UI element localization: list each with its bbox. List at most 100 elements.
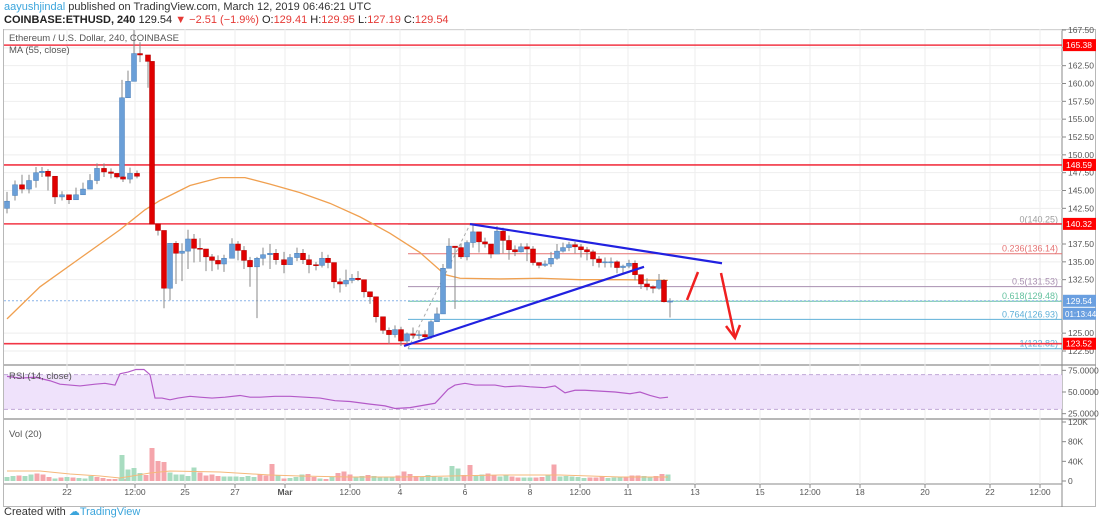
candle-up [260, 254, 266, 259]
candle-down [337, 281, 343, 285]
candle-up [39, 170, 45, 173]
candle-up [608, 261, 614, 264]
volume-bar [395, 475, 401, 481]
candle-down [572, 244, 578, 248]
time-tick-label: 4 [398, 487, 403, 497]
volume-bar [275, 475, 281, 481]
candle-down [650, 286, 656, 289]
candle-up [464, 242, 470, 258]
time-tick-label: 12:00 [339, 487, 361, 497]
candle-down [530, 248, 536, 263]
time-tick-label: 6 [463, 487, 468, 497]
volume-bar [10, 476, 16, 481]
candle-up [440, 268, 446, 315]
volume-bar [527, 477, 533, 481]
candle-down [155, 223, 161, 231]
tradingview-logo-icon: ☁ [68, 506, 80, 518]
volume-bar [365, 475, 371, 481]
author-link[interactable]: aayushjindal [4, 1, 66, 13]
candle-up [267, 253, 273, 255]
volume-bar [491, 475, 497, 481]
candle-up [125, 81, 131, 99]
volume-legend: Vol (20) [9, 429, 42, 440]
candle-up [287, 257, 293, 265]
last-price-label [1063, 294, 1096, 307]
volume-bar [371, 476, 377, 481]
candle-down [191, 238, 197, 249]
price-tick-label: 150.00 [1068, 150, 1094, 160]
candle-up [167, 243, 173, 289]
volume-bar [557, 476, 563, 481]
candle-down [367, 291, 373, 298]
symbol: COINBASE:ETHUSD, 240 [4, 14, 136, 26]
candle-up [416, 334, 422, 336]
tradingview-link[interactable]: TradingView [79, 506, 141, 518]
candle-up [548, 258, 554, 265]
time-tick-label: Mar [277, 487, 293, 497]
volume-bar [40, 474, 46, 481]
arrow-head-icon [725, 324, 742, 341]
candle-up [80, 188, 86, 196]
last-price: 129.54 [138, 14, 173, 26]
candle-up [343, 280, 349, 285]
candle-down [614, 261, 620, 268]
fib-label: 0.764(126.93) [1002, 309, 1058, 319]
price-tick-label: 147.50 [1068, 168, 1094, 178]
volume-bar [155, 461, 161, 481]
candle-down [241, 250, 247, 261]
candle-down [273, 253, 279, 260]
rsi-tick-label: 75.0000 [1068, 365, 1099, 375]
volume-tick-label: 120K [1068, 417, 1088, 427]
countdown-label [1063, 307, 1096, 320]
publish-info: aayushjindal published on TradingView.co… [4, 1, 371, 13]
candle-down [452, 245, 458, 248]
volume-bar [215, 476, 221, 481]
candle-up [392, 329, 398, 335]
fib-anchor-line [407, 224, 471, 349]
candle-up [404, 333, 410, 342]
candle-up [254, 258, 260, 268]
volume-bar [233, 476, 239, 481]
candle-down [203, 248, 209, 258]
candle-up [667, 300, 673, 303]
candle-down [281, 259, 287, 265]
volume-bar [245, 476, 251, 481]
fib-label: 0.5(131.53) [1012, 277, 1058, 287]
time-tick-label: 12:00 [569, 487, 591, 497]
volume-bar [143, 475, 149, 481]
volume-bar [515, 477, 521, 481]
candle-down [355, 277, 361, 280]
candle-down [506, 240, 512, 250]
volume-bar [76, 478, 82, 481]
volume-bar [4, 477, 10, 481]
time-tick-label: 18 [855, 487, 865, 497]
price-tick-label: 162.50 [1068, 61, 1094, 71]
candle-down [398, 329, 404, 342]
volume-bar [377, 477, 383, 481]
level-price-text: 123.52 [1066, 339, 1092, 349]
candle-down [247, 260, 253, 268]
candle-up [94, 168, 100, 181]
candle-down [500, 230, 506, 241]
volume-bar [70, 477, 76, 481]
volume-bar [149, 448, 155, 481]
volume-bar [629, 475, 635, 481]
volume-bar [58, 477, 64, 481]
candle-down [325, 258, 331, 263]
volume-ma-line [7, 470, 668, 479]
volume-bar [82, 478, 88, 481]
fib-label: 0.236(136.14) [1002, 244, 1058, 254]
rsi-tick-label: 25.0000 [1068, 409, 1099, 419]
candle-up [656, 280, 662, 289]
price-tick-label: 157.50 [1068, 96, 1094, 106]
volume-bar [293, 477, 299, 481]
volume-bar [317, 478, 323, 481]
candle-up [221, 258, 227, 265]
candle-down [361, 279, 367, 293]
footer: Created with ☁TradingView [4, 506, 141, 518]
volume-bar [653, 476, 659, 481]
volume-bar [359, 476, 365, 481]
candle-down [137, 53, 143, 56]
volume-bar [437, 477, 443, 481]
